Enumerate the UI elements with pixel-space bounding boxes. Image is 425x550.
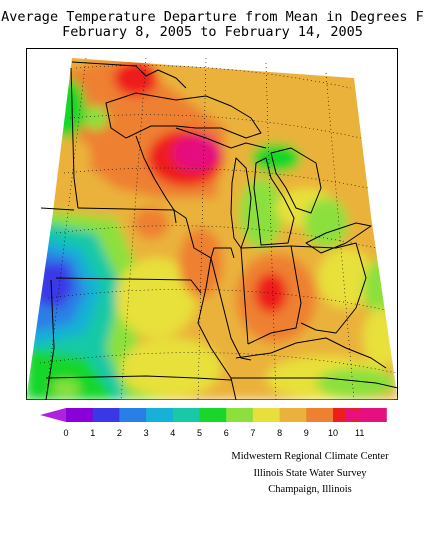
map-date-range: February 8, 2005 to February 14, 2005 <box>62 24 363 40</box>
legend-swatch <box>146 408 174 422</box>
temperature-departure-map <box>26 48 398 400</box>
legend-swatch <box>92 408 120 422</box>
credit-location: Champaign, Illinois <box>268 484 352 495</box>
legend-swatch <box>226 408 254 422</box>
legend-tick-label: 11 <box>355 428 364 438</box>
legend-tick-label: 5 <box>197 428 202 438</box>
legend-high-arrow <box>346 408 374 422</box>
state-borders <box>40 61 398 400</box>
temperature-contours <box>26 58 398 400</box>
legend-tick-labels: 0 1 2 3 4 5 6 7 8 9 10 11 <box>63 428 364 438</box>
color-legend: 0 1 2 3 4 5 6 7 8 9 10 11 <box>40 408 387 438</box>
lat-long-grid <box>39 57 397 400</box>
legend-tick-label: 2 <box>117 428 122 438</box>
legend-tick-label: 1 <box>90 428 95 438</box>
legend-swatches <box>66 408 387 422</box>
credit-center: Midwestern Regional Climate Center <box>231 451 389 462</box>
legend-swatch <box>172 408 200 422</box>
legend-swatch <box>279 408 307 422</box>
legend-swatch <box>199 408 227 422</box>
legend-tick-label: 10 <box>328 428 338 438</box>
legend-swatch <box>306 408 334 422</box>
credit-survey: Illinois State Water Survey <box>253 468 367 479</box>
legend-tick-label: 3 <box>144 428 149 438</box>
legend-tick-label: 0 <box>63 428 68 438</box>
legend-tick-label: 9 <box>304 428 309 438</box>
legend-swatch <box>119 408 147 422</box>
legend-tick-label: 7 <box>250 428 255 438</box>
legend-swatch <box>252 408 280 422</box>
legend-tick-label: 6 <box>224 428 229 438</box>
legend-tick-label: 8 <box>277 428 282 438</box>
legend-swatch <box>66 408 94 422</box>
legend-tick-label: 4 <box>170 428 175 438</box>
legend-low-arrow <box>40 408 66 422</box>
map-title: Average Temperature Departure from Mean … <box>1 9 424 25</box>
